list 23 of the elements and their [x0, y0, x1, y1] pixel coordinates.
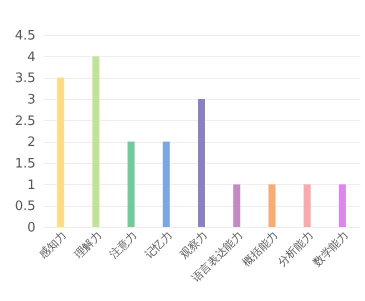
y-tick-label: 2.5: [14, 114, 36, 129]
y-tick-label: 3: [27, 92, 36, 108]
bar: [162, 142, 170, 227]
y-tick-label: 3.5: [14, 71, 36, 86]
y-tick-label: 1.5: [14, 156, 36, 172]
y-tick-label: 1: [27, 178, 36, 193]
bar: [128, 142, 135, 227]
x-tick-label: 记忆力: [142, 228, 175, 262]
bar: [268, 184, 276, 227]
bar: [233, 184, 240, 227]
bar: [198, 99, 205, 227]
y-tick-label: 4.5: [14, 28, 36, 44]
bar: [57, 78, 64, 227]
x-tick-label: 理解力: [72, 228, 104, 262]
y-tick-label: 2: [27, 135, 36, 150]
x-tick-label: 感知力: [36, 228, 70, 262]
bar: [338, 184, 346, 227]
bar: [304, 184, 311, 227]
bar: [92, 56, 100, 227]
y-tick-label: 4: [27, 50, 36, 65]
x-tick-label: 注意力: [107, 228, 140, 262]
y-tick-label: 0.5: [14, 199, 36, 214]
y-tick-label: 0: [27, 220, 36, 236]
